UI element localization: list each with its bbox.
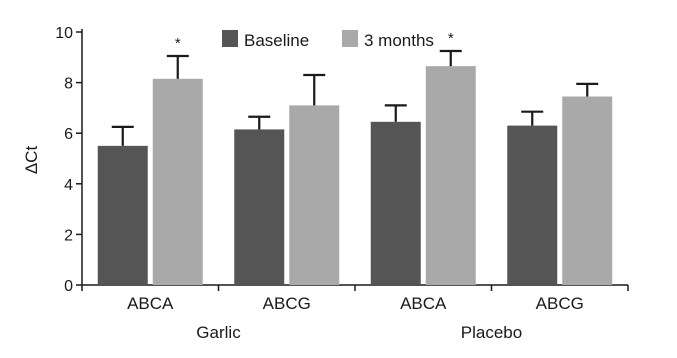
category-label: ABCA [127, 294, 174, 313]
bars: * * [97, 30, 613, 286]
y-tick-label: 6 [64, 126, 73, 143]
legend-swatch-baseline [222, 30, 238, 47]
category-label: ABCG [263, 294, 311, 313]
bar [425, 66, 476, 285]
bar [370, 121, 421, 285]
y-tick-label: 8 [64, 76, 73, 93]
category-label: ABCG [536, 294, 584, 313]
group-label: Garlic [196, 323, 241, 342]
legend-label-3-months: 3 months [364, 31, 434, 50]
group-label: Placebo [461, 323, 522, 342]
y-tick-label: 4 [64, 177, 73, 194]
legend-swatch-3-months [342, 30, 358, 47]
y-tick-label: 2 [64, 227, 73, 244]
significance-marker: * [448, 30, 454, 47]
legend-label-baseline: Baseline [244, 31, 309, 50]
bar [507, 125, 558, 285]
bar [289, 105, 340, 286]
y-tick-label: 0 [64, 278, 73, 295]
axes: 0 2 4 6 8 10 ABCA ABCG ABCA ABCG Garlic Placebo [55, 25, 629, 342]
y-tick-label: 10 [55, 25, 73, 42]
y-axis-label: ΔCt [22, 146, 41, 175]
category-label: ABCA [400, 294, 447, 313]
bar [97, 145, 148, 285]
significance-marker: * [175, 35, 181, 52]
bar [152, 78, 203, 286]
legend: Baseline 3 months [222, 30, 434, 50]
bar [234, 129, 285, 285]
bar [562, 96, 613, 285]
